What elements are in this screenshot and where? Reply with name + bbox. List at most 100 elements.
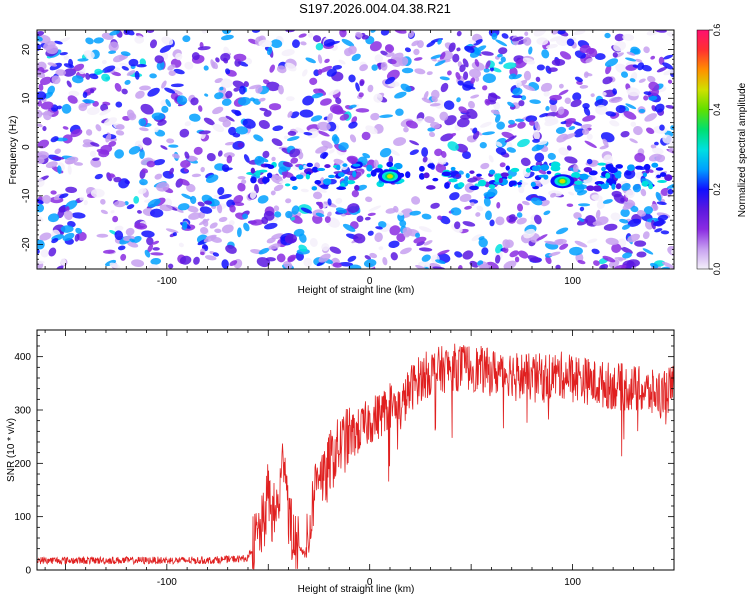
heatmap-cell bbox=[460, 114, 471, 120]
heatmap-band-cell bbox=[488, 184, 496, 189]
heatmap-cell bbox=[374, 232, 383, 243]
heatmap-cell bbox=[61, 103, 72, 114]
heatmap-cell bbox=[149, 73, 157, 79]
heatmap-cell bbox=[111, 71, 122, 77]
heatmap-cell bbox=[287, 256, 296, 263]
heatmap-cell bbox=[411, 40, 420, 47]
heatmap-cell bbox=[135, 90, 145, 99]
heatmap-cell bbox=[200, 227, 209, 235]
heatmap-cell bbox=[549, 102, 557, 113]
heatmap-cell bbox=[217, 150, 223, 157]
heatmap-cell bbox=[462, 151, 472, 160]
heatmap-cell bbox=[610, 212, 621, 221]
heatmap-cell bbox=[659, 124, 665, 131]
heatmap-cell bbox=[326, 41, 340, 46]
heatmap-cell bbox=[637, 209, 646, 217]
heatmap-cell bbox=[85, 37, 94, 45]
colorbar-gradient bbox=[696, 29, 710, 270]
heatmap-cell bbox=[310, 115, 323, 122]
heatmap-cell bbox=[198, 105, 203, 112]
heatmap-band-cell bbox=[659, 172, 667, 177]
heatmap-cell bbox=[274, 211, 282, 218]
heatmap-cell bbox=[662, 134, 673, 144]
heatmap-cell bbox=[67, 164, 72, 175]
heatmap-cell bbox=[343, 47, 353, 57]
heatmap-band-cell bbox=[607, 167, 618, 174]
heatmap-cell bbox=[154, 127, 159, 133]
heatmap-cell bbox=[198, 130, 211, 135]
heatmap-cell bbox=[462, 80, 474, 91]
heatmap-cell bbox=[378, 246, 384, 251]
heatmap-cell bbox=[457, 80, 464, 86]
heatmap-cell bbox=[379, 147, 392, 158]
heatmap-cell bbox=[373, 93, 383, 103]
heatmap-cell bbox=[63, 55, 70, 61]
heatmap-cell bbox=[426, 41, 436, 48]
heatmap-cell bbox=[108, 41, 119, 52]
heatmap-cell bbox=[272, 125, 284, 132]
heatmap-cell bbox=[241, 179, 247, 185]
heatmap-cell bbox=[364, 216, 371, 221]
heatmap-cell bbox=[430, 202, 440, 209]
heatmap-cell bbox=[282, 161, 293, 168]
heatmap-cell bbox=[138, 188, 147, 195]
heatmap-cell bbox=[588, 48, 598, 58]
heatmap-cell bbox=[532, 138, 540, 143]
heatmap-cell bbox=[369, 252, 378, 259]
heatmap-cell bbox=[620, 197, 625, 203]
heatmap-cell bbox=[173, 68, 185, 75]
heatmap-cell bbox=[149, 208, 164, 218]
heatmap-cell bbox=[574, 240, 588, 248]
heatmap-cell bbox=[159, 204, 173, 212]
heatmap-cell bbox=[154, 173, 163, 180]
heatmap-cell bbox=[656, 66, 668, 73]
heatmap-cell bbox=[644, 113, 657, 122]
heatmap-cell bbox=[506, 141, 513, 149]
heatmap-cell bbox=[430, 54, 443, 59]
heatmap-band-cell bbox=[643, 163, 651, 171]
heatmap-cell bbox=[315, 43, 324, 51]
heatmap-cell bbox=[221, 164, 230, 173]
heatmap-cell bbox=[309, 77, 318, 85]
heatmap-cell bbox=[396, 233, 406, 242]
heatmap-cell bbox=[315, 145, 329, 154]
heatmap-cell bbox=[169, 167, 174, 175]
heatmap-cell bbox=[127, 241, 139, 248]
heatmap-cell bbox=[75, 227, 83, 234]
heatmap-cell bbox=[395, 108, 404, 116]
heatmap-cell bbox=[502, 239, 511, 249]
heatmap-cell bbox=[96, 233, 109, 238]
heatmap-cell bbox=[161, 36, 174, 46]
heatmap-cell bbox=[400, 83, 412, 93]
heatmap-cell bbox=[307, 128, 319, 139]
y-tick-label: 20 bbox=[21, 44, 32, 56]
heatmap-band-cell bbox=[425, 185, 436, 190]
heatmap-cell bbox=[439, 111, 449, 121]
heatmap-cell bbox=[613, 41, 627, 52]
heatmap-cell bbox=[633, 126, 643, 136]
heatmap-cell bbox=[253, 134, 264, 142]
heatmap-cell bbox=[62, 126, 69, 130]
heatmap-cell bbox=[594, 53, 606, 60]
heatmap-cell bbox=[324, 58, 330, 64]
heatmap-cell bbox=[620, 130, 630, 138]
heatmap-cell bbox=[262, 150, 270, 159]
heatmap-cell bbox=[142, 137, 152, 146]
heatmap-cell bbox=[139, 178, 148, 186]
heatmap-cell bbox=[511, 94, 523, 99]
heatmap-cell bbox=[265, 257, 276, 262]
heatmap-cell bbox=[648, 81, 660, 91]
heatmap-cell bbox=[147, 87, 160, 97]
heatmap-cell bbox=[660, 230, 670, 235]
heatmap-cell bbox=[137, 210, 142, 214]
heatmap-cell bbox=[259, 107, 268, 112]
heatmap-cell bbox=[55, 69, 67, 76]
heatmap-cell bbox=[175, 52, 183, 61]
heatmap-cell bbox=[586, 238, 598, 244]
heatmap-cell bbox=[358, 92, 364, 98]
heatmap-cell bbox=[232, 132, 241, 138]
heatmap-cell bbox=[661, 261, 674, 269]
heatmap-cell bbox=[50, 136, 59, 143]
heatmap-cell bbox=[176, 95, 188, 105]
heatmap-cell bbox=[40, 76, 52, 86]
